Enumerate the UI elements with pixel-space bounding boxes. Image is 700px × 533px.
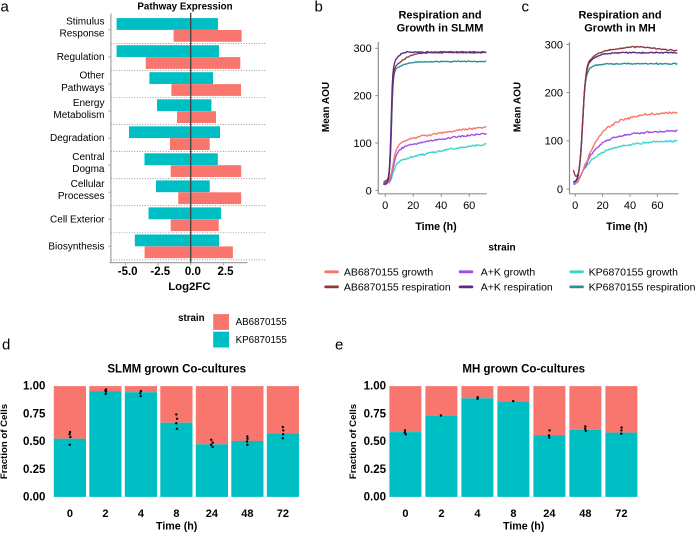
svg-text:Mean AOU: Mean AOU bbox=[513, 82, 524, 132]
svg-text:1.00: 1.00 bbox=[23, 381, 45, 393]
svg-text:Time (h): Time (h) bbox=[156, 521, 198, 533]
svg-text:48: 48 bbox=[579, 508, 591, 520]
svg-text:Pathways: Pathways bbox=[61, 83, 104, 94]
svg-text:2.5: 2.5 bbox=[218, 266, 235, 278]
svg-text:100: 100 bbox=[545, 136, 563, 148]
svg-text:KP6870155 respiration: KP6870155 respiration bbox=[589, 282, 696, 294]
svg-text:strain: strain bbox=[178, 313, 204, 324]
svg-text:Log2FC: Log2FC bbox=[168, 281, 210, 293]
svg-text:20: 20 bbox=[407, 200, 419, 212]
svg-text:72: 72 bbox=[615, 508, 627, 520]
svg-text:strain: strain bbox=[488, 243, 515, 254]
svg-text:24: 24 bbox=[206, 508, 219, 520]
svg-text:60: 60 bbox=[651, 200, 663, 212]
svg-text:Processes: Processes bbox=[58, 191, 105, 202]
svg-text:Growth in MH: Growth in MH bbox=[584, 23, 656, 35]
svg-text:4: 4 bbox=[138, 508, 145, 520]
svg-text:0.0: 0.0 bbox=[185, 266, 201, 278]
svg-text:Pathway Expression: Pathway Expression bbox=[137, 2, 232, 13]
svg-text:2: 2 bbox=[102, 508, 108, 520]
svg-text:8: 8 bbox=[510, 508, 516, 520]
svg-text:-5.0: -5.0 bbox=[118, 266, 138, 278]
svg-text:d: d bbox=[2, 337, 10, 354]
svg-text:SLMM grown Co-cultures: SLMM grown Co-cultures bbox=[107, 363, 246, 375]
svg-text:Fraction of Cells: Fraction of Cells bbox=[348, 404, 359, 479]
svg-text:AB6870155: AB6870155 bbox=[236, 317, 288, 328]
svg-text:a: a bbox=[1, 0, 10, 15]
svg-text:40: 40 bbox=[624, 200, 636, 212]
svg-text:Response: Response bbox=[59, 29, 104, 40]
svg-text:60: 60 bbox=[463, 200, 475, 212]
svg-text:0: 0 bbox=[557, 184, 563, 196]
svg-text:Cell Exterior: Cell Exterior bbox=[50, 214, 105, 225]
svg-text:0: 0 bbox=[572, 200, 578, 212]
svg-text:0.00: 0.00 bbox=[364, 492, 386, 504]
svg-text:AB6870155 growth: AB6870155 growth bbox=[344, 267, 433, 279]
svg-text:Regulation: Regulation bbox=[57, 52, 105, 63]
svg-text:0: 0 bbox=[67, 508, 73, 520]
svg-text:0.75: 0.75 bbox=[364, 408, 387, 420]
svg-text:b: b bbox=[315, 0, 323, 16]
svg-text:Growth in SLMM: Growth in SLMM bbox=[397, 23, 484, 35]
svg-text:Stimulus: Stimulus bbox=[66, 17, 104, 28]
svg-text:Degradation: Degradation bbox=[50, 133, 104, 144]
svg-text:0.50: 0.50 bbox=[23, 436, 45, 448]
svg-text:Mean AOU: Mean AOU bbox=[321, 82, 332, 132]
svg-text:Time (h): Time (h) bbox=[415, 221, 457, 233]
svg-text:A+K growth: A+K growth bbox=[481, 267, 536, 279]
svg-text:Other: Other bbox=[79, 71, 105, 82]
svg-text:72: 72 bbox=[277, 508, 289, 520]
svg-text:A+K respiration: A+K respiration bbox=[481, 282, 553, 294]
svg-text:Metabolism: Metabolism bbox=[53, 110, 104, 121]
svg-text:4: 4 bbox=[474, 508, 481, 520]
svg-text:300: 300 bbox=[545, 39, 563, 51]
svg-text:0: 0 bbox=[366, 185, 372, 197]
svg-text:Respiration and: Respiration and bbox=[578, 10, 661, 22]
svg-text:Dogma: Dogma bbox=[72, 164, 105, 175]
svg-text:Biosynthesis: Biosynthesis bbox=[48, 241, 104, 252]
svg-text:Cellular: Cellular bbox=[71, 179, 106, 190]
svg-text:e: e bbox=[335, 337, 343, 354]
svg-text:8: 8 bbox=[173, 508, 179, 520]
svg-text:c: c bbox=[522, 0, 530, 16]
svg-text:2: 2 bbox=[438, 508, 444, 520]
svg-text:24: 24 bbox=[543, 508, 556, 520]
svg-text:0: 0 bbox=[402, 508, 408, 520]
svg-text:Fraction of Cells: Fraction of Cells bbox=[0, 404, 10, 479]
svg-text:-2.5: -2.5 bbox=[150, 266, 170, 278]
svg-text:KP6870155: KP6870155 bbox=[236, 335, 288, 346]
svg-text:KP6870155 growth: KP6870155 growth bbox=[589, 267, 678, 279]
svg-text:0.75: 0.75 bbox=[23, 408, 46, 420]
svg-text:AB6870155 respiration: AB6870155 respiration bbox=[344, 282, 451, 294]
svg-text:300: 300 bbox=[353, 43, 371, 55]
svg-text:0.00: 0.00 bbox=[23, 492, 45, 504]
svg-text:0.25: 0.25 bbox=[364, 464, 387, 476]
svg-text:Time (h): Time (h) bbox=[503, 521, 545, 533]
svg-text:MH grown Co-cultures: MH grown Co-cultures bbox=[462, 363, 585, 375]
svg-text:Time (h): Time (h) bbox=[606, 221, 648, 233]
svg-text:100: 100 bbox=[353, 138, 371, 150]
svg-text:Respiration and: Respiration and bbox=[398, 10, 481, 22]
svg-text:200: 200 bbox=[353, 91, 371, 103]
svg-text:Central: Central bbox=[72, 152, 104, 163]
svg-text:0.50: 0.50 bbox=[364, 436, 386, 448]
svg-text:Energy: Energy bbox=[73, 98, 105, 109]
svg-text:20: 20 bbox=[596, 200, 608, 212]
svg-text:48: 48 bbox=[241, 508, 253, 520]
svg-text:0: 0 bbox=[382, 200, 388, 212]
svg-text:40: 40 bbox=[435, 200, 447, 212]
svg-text:0.25: 0.25 bbox=[23, 464, 46, 476]
svg-text:200: 200 bbox=[545, 88, 563, 100]
svg-text:1.00: 1.00 bbox=[364, 381, 386, 393]
